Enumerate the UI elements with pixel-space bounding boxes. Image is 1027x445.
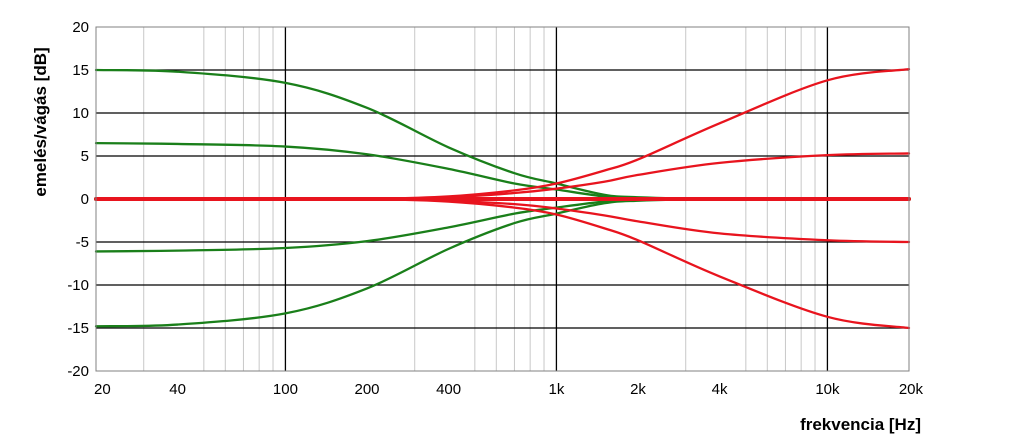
- y-axis-label: emelés/vágás [dB]: [31, 47, 50, 196]
- y-tick-label: 15: [72, 62, 89, 79]
- x-tick-label: 10k: [815, 381, 840, 398]
- x-axis-label: frekvencia [Hz]: [800, 415, 921, 434]
- x-tick-label: 400: [436, 381, 461, 398]
- x-tick-label: 40: [169, 381, 186, 398]
- x-tick-labels: 20 40 100 200 400 1k 2k 4k 10k 20k: [94, 381, 923, 398]
- y-tick-label: -5: [76, 234, 89, 251]
- x-tick-label: 1k: [548, 381, 564, 398]
- x-tick-label: 20: [94, 381, 111, 398]
- x-tick-label: 200: [354, 381, 379, 398]
- x-tick-label: 4k: [712, 381, 728, 398]
- x-tick-label: 100: [273, 381, 298, 398]
- y-tick-labels: 20 15 10 5 0 -5 -10 -15 -20: [67, 19, 89, 380]
- plot-frame: [95, 26, 910, 372]
- y-tick-label: 10: [72, 105, 89, 122]
- y-tick-label: 5: [81, 148, 89, 165]
- y-tick-label: 20: [72, 19, 89, 36]
- y-tick-label: -20: [67, 363, 89, 380]
- x-tick-label: 2k: [630, 381, 646, 398]
- y-tick-label: 0: [81, 191, 89, 208]
- x-tick-label: 20k: [899, 381, 924, 398]
- y-tick-label: -15: [67, 320, 89, 337]
- y-tick-label: -10: [67, 277, 89, 294]
- series-curves: [94, 67, 911, 330]
